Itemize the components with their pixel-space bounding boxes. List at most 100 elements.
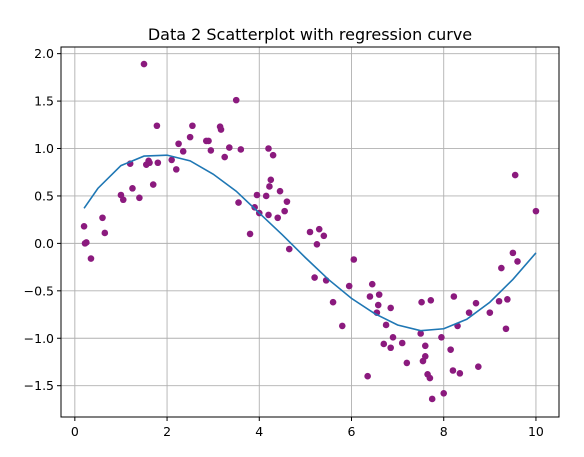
data-point	[217, 126, 225, 133]
data-point	[502, 325, 510, 333]
data-point	[364, 372, 371, 380]
y-tick-label: 1.0	[34, 141, 54, 156]
y-tick-label: −1.0	[24, 331, 54, 346]
data-point	[456, 370, 464, 377]
data-point	[338, 322, 346, 330]
data-point	[495, 297, 503, 305]
data-point	[374, 301, 382, 309]
data-point	[265, 145, 272, 152]
x-tick-label: 0	[71, 424, 79, 439]
data-point	[251, 204, 258, 211]
data-point	[80, 223, 88, 230]
data-point	[129, 185, 136, 192]
data-point	[418, 298, 425, 306]
data-point	[320, 232, 328, 240]
data-point	[246, 230, 254, 238]
data-point	[149, 181, 157, 188]
y-tick-label: 2.0	[34, 46, 54, 61]
y-tick-label: −0.5	[24, 283, 54, 298]
grid-lines	[61, 47, 559, 417]
data-point	[426, 374, 434, 382]
data-point	[504, 296, 511, 303]
data-point	[498, 264, 505, 272]
data-point	[267, 176, 275, 184]
data-point	[175, 140, 182, 148]
chart-title: Data 2 Scatterplot with regression curve	[148, 25, 472, 44]
data-point	[276, 187, 284, 195]
data-point	[421, 352, 429, 360]
data-point	[511, 171, 519, 179]
data-point	[350, 256, 358, 263]
data-point	[146, 159, 153, 167]
y-tick-label: −1.5	[24, 378, 54, 393]
data-point	[329, 298, 337, 306]
data-point	[186, 133, 194, 141]
data-point	[265, 211, 272, 219]
x-tick-label: 6	[348, 424, 356, 439]
data-point	[387, 344, 394, 352]
data-point	[136, 194, 143, 202]
data-point	[153, 122, 161, 130]
data-point	[253, 191, 261, 199]
plot-frame	[60, 46, 560, 418]
data-point	[486, 309, 494, 316]
data-point	[449, 367, 457, 374]
data-point	[368, 280, 376, 288]
data-point	[266, 183, 273, 190]
data-point	[226, 144, 233, 151]
x-tick-label: 8	[440, 424, 448, 439]
data-point	[450, 293, 458, 300]
data-point	[306, 228, 314, 236]
data-point	[269, 151, 277, 159]
data-point	[168, 156, 175, 164]
data-point	[475, 363, 482, 371]
data-point	[207, 147, 215, 154]
data-point	[389, 334, 397, 341]
data-point	[283, 198, 291, 205]
data-point	[380, 340, 388, 348]
data-point	[417, 330, 424, 337]
data-point	[99, 214, 106, 222]
data-point	[375, 291, 383, 298]
data-point	[119, 196, 127, 204]
data-point	[140, 60, 148, 68]
data-point	[387, 304, 394, 312]
data-point	[205, 137, 212, 145]
data-point	[421, 342, 429, 350]
data-point	[87, 255, 95, 262]
x-tick-label: 4	[255, 424, 263, 439]
regression-curve	[83, 154, 537, 332]
data-point	[172, 166, 180, 173]
data-point	[315, 225, 323, 233]
data-point	[514, 258, 521, 265]
data-point	[237, 146, 245, 153]
data-point	[465, 309, 473, 316]
data-point	[447, 346, 454, 353]
data-point	[189, 122, 196, 130]
y-tick-label: 0.0	[34, 236, 54, 251]
x-tick-label: 2	[163, 424, 171, 439]
data-point	[235, 199, 242, 206]
data-point	[232, 96, 240, 104]
data-point	[313, 241, 321, 248]
data-point	[311, 274, 318, 281]
data-point	[428, 395, 436, 403]
data-point	[83, 239, 90, 246]
data-point	[262, 192, 270, 200]
data-points	[80, 60, 540, 403]
data-point	[440, 389, 448, 397]
data-point	[179, 148, 187, 155]
data-point	[438, 334, 445, 341]
data-point	[509, 249, 517, 257]
x-axis: 0 2 4 6 8 10	[71, 417, 544, 439]
data-point	[274, 214, 282, 222]
y-axis: −1.5 −1.0 −0.5 0.0 0.5 1.0 1.5 2.0	[24, 46, 61, 393]
data-point	[285, 245, 293, 253]
data-point	[382, 321, 390, 329]
data-point	[398, 339, 406, 347]
data-point	[221, 153, 228, 161]
data-point	[281, 207, 288, 215]
data-point	[427, 297, 435, 304]
data-point	[532, 207, 540, 215]
